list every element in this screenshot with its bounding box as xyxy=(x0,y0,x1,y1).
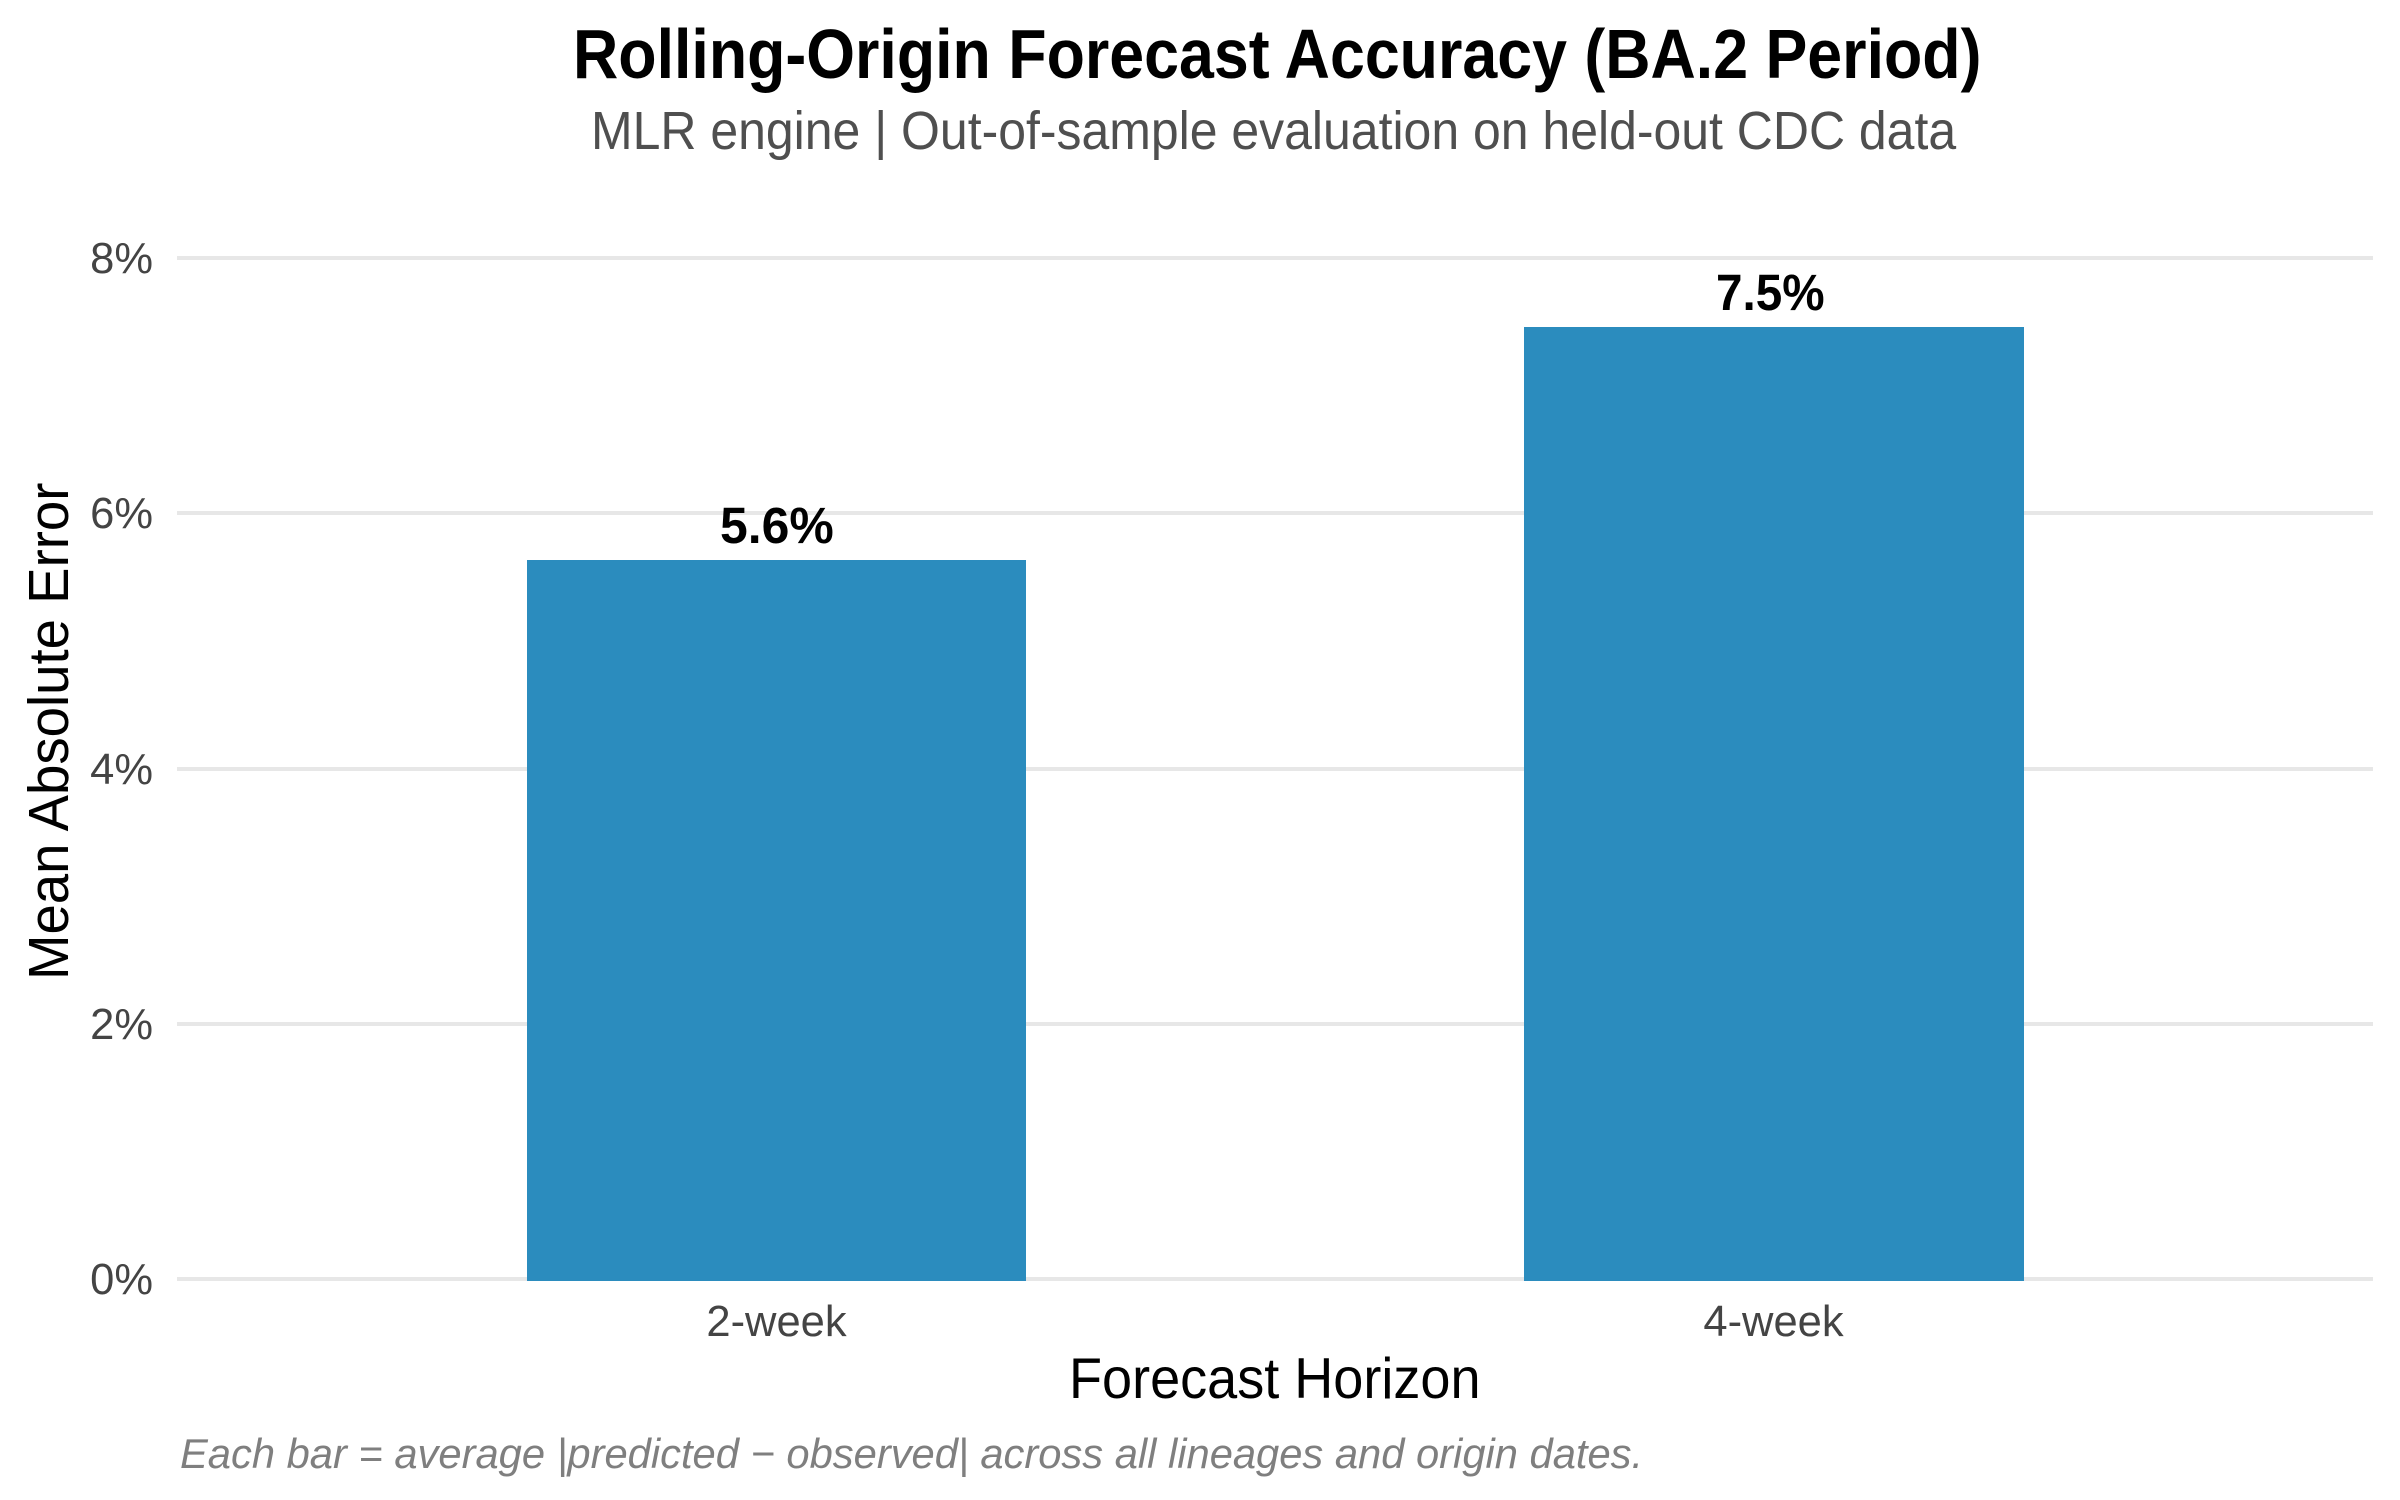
svg-text:Mean Absolute Error: Mean Absolute Error xyxy=(17,483,80,980)
